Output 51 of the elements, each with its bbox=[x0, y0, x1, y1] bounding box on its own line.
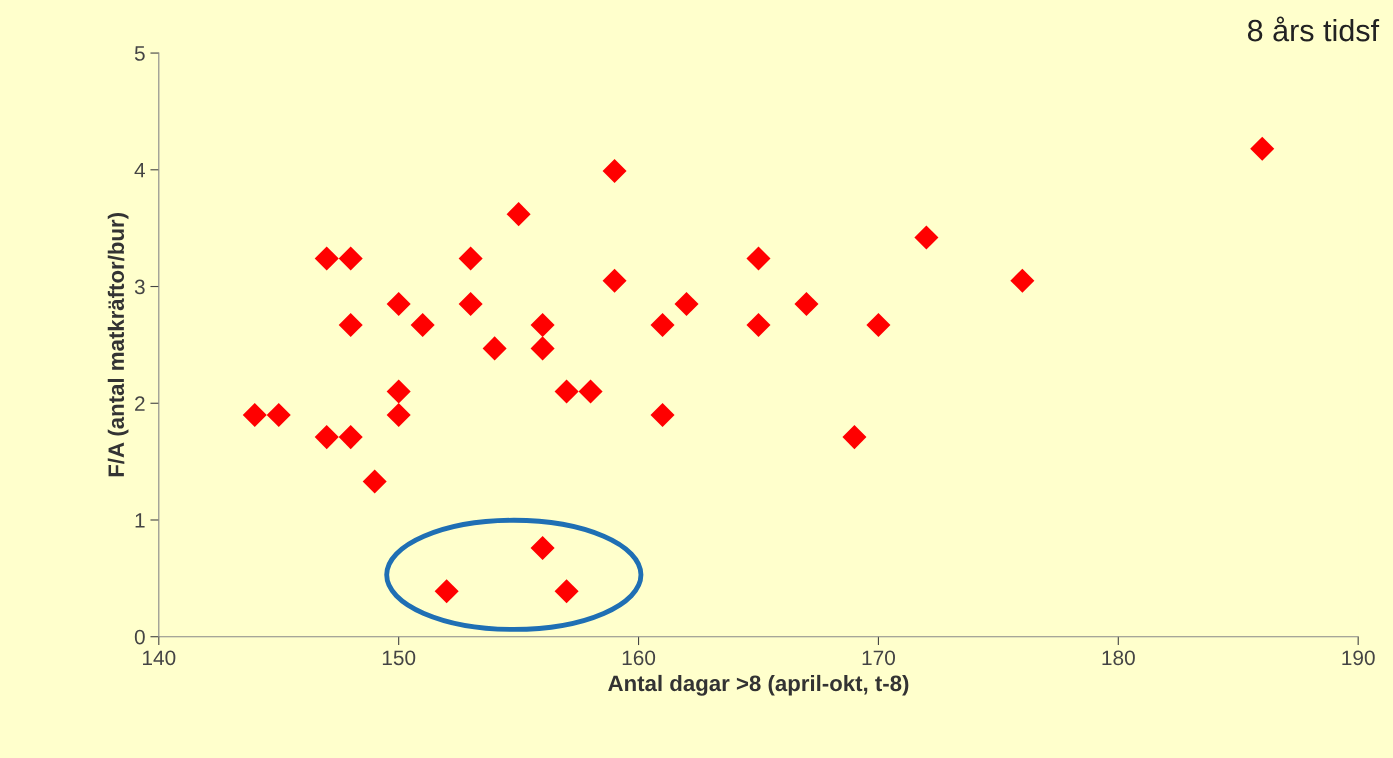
y-tick-label: 1 bbox=[135, 513, 145, 528]
point bbox=[914, 225, 939, 250]
point bbox=[602, 268, 627, 293]
point bbox=[530, 336, 555, 361]
point bbox=[338, 313, 363, 338]
point bbox=[314, 425, 339, 450]
point bbox=[578, 379, 603, 404]
point bbox=[338, 425, 363, 450]
point bbox=[674, 292, 699, 317]
point bbox=[386, 402, 411, 427]
point bbox=[866, 313, 891, 338]
point bbox=[602, 158, 627, 183]
point bbox=[386, 292, 411, 317]
y-tick-label: 2 bbox=[135, 396, 145, 411]
point bbox=[842, 425, 867, 450]
point bbox=[530, 535, 555, 561]
y-axis-title: F/A (antal matkräftor/bur) bbox=[107, 213, 129, 477]
point bbox=[458, 246, 483, 271]
x-tick-label: 170 bbox=[862, 650, 895, 666]
x-tick-label: 150 bbox=[382, 650, 416, 666]
y-tick-label: 4 bbox=[134, 163, 145, 178]
point bbox=[794, 292, 819, 317]
point bbox=[746, 313, 771, 338]
point bbox=[650, 313, 675, 338]
y-tick-label: 5 bbox=[134, 46, 145, 61]
point bbox=[266, 402, 291, 427]
point bbox=[1250, 136, 1275, 161]
point bbox=[650, 402, 675, 427]
point bbox=[746, 246, 771, 271]
point bbox=[410, 313, 435, 338]
point bbox=[1010, 268, 1035, 293]
point bbox=[314, 246, 339, 271]
point bbox=[434, 579, 459, 604]
x-tick-label: 140 bbox=[143, 650, 176, 666]
x-tick-label: 160 bbox=[622, 650, 656, 666]
point bbox=[362, 469, 387, 494]
x-tick-label: 190 bbox=[1342, 650, 1375, 666]
point bbox=[554, 579, 579, 604]
point bbox=[338, 246, 363, 271]
x-axis-title: Antal dagar >8 (april-okt, t-8) bbox=[608, 674, 909, 696]
y-tick-label: 0 bbox=[134, 629, 145, 645]
point bbox=[530, 313, 555, 338]
point bbox=[482, 336, 507, 361]
x-tick-label: 180 bbox=[1102, 650, 1135, 666]
y-tick-label: 3 bbox=[134, 279, 145, 295]
point bbox=[458, 292, 483, 317]
point bbox=[554, 379, 579, 404]
text: 8 års tidsf bbox=[1247, 16, 1380, 42]
point bbox=[242, 402, 267, 427]
point bbox=[386, 379, 411, 404]
point bbox=[506, 202, 531, 227]
